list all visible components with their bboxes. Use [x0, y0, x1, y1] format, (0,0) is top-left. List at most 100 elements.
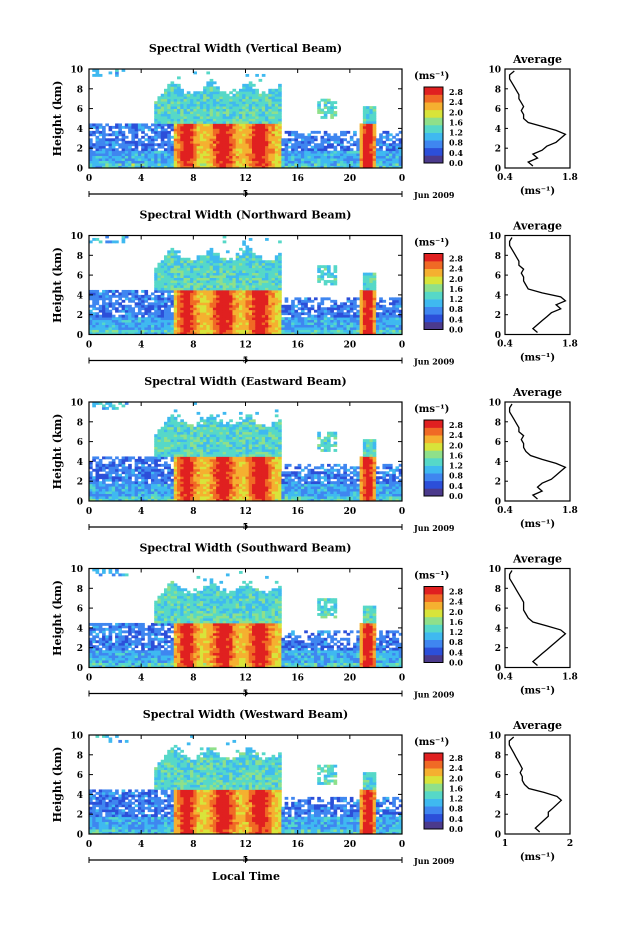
heatmap-cell — [187, 131, 191, 134]
heatmap-cell — [118, 496, 122, 499]
heatmap-cell — [190, 116, 194, 119]
heatmap-cell — [246, 89, 250, 92]
heatmap-cell — [122, 459, 126, 462]
heatmap-cell — [249, 163, 253, 166]
heatmap-cell — [239, 275, 243, 278]
heatmap-cell — [232, 307, 236, 310]
heatmap-cell — [148, 496, 152, 499]
heatmap-cell — [102, 146, 106, 149]
heatmap-cell — [213, 297, 217, 300]
heatmap-cell — [376, 163, 380, 166]
heatmap-cell — [373, 330, 377, 333]
heatmap-cell — [223, 285, 227, 288]
heatmap-cell — [379, 307, 383, 310]
heatmap-cell — [232, 300, 236, 303]
heatmap-cell — [99, 143, 103, 146]
heatmap-cell — [262, 121, 266, 124]
heatmap-cell — [337, 161, 341, 164]
heatmap-cell — [161, 131, 165, 134]
heatmap-cell — [144, 156, 148, 159]
heatmap-cell — [122, 158, 126, 161]
heatmap-cell — [154, 273, 158, 276]
heatmap-cell — [190, 131, 194, 134]
heatmap-cell — [161, 94, 165, 97]
heatmap-cell — [197, 158, 201, 161]
heatmap-cell — [180, 442, 184, 445]
heatmap-cell — [203, 310, 207, 313]
heatmap-cell — [177, 278, 181, 281]
heatmap-cell — [174, 268, 178, 271]
heatmap-cell — [203, 158, 207, 161]
heatmap-cell — [200, 292, 204, 295]
heatmap-cell — [314, 317, 318, 320]
heatmap-cell — [236, 315, 240, 318]
heatmap-cell — [272, 315, 276, 318]
heatmap-cell — [154, 275, 158, 278]
heatmap-cell — [187, 133, 191, 136]
heatmap-cell — [311, 317, 315, 320]
heatmap-cell — [213, 111, 217, 114]
heatmap-cell — [219, 114, 223, 117]
heatmap-cell — [232, 133, 236, 136]
heatmap-cell — [164, 310, 168, 313]
heatmap-cell — [301, 133, 305, 136]
heatmap-cell — [193, 99, 197, 102]
heatmap-cell — [187, 292, 191, 295]
heatmap-cell — [102, 131, 106, 134]
heatmap-cell — [272, 283, 276, 286]
heatmap-cell — [206, 161, 210, 164]
heatmap-cell — [246, 74, 250, 77]
heatmap-cell — [118, 138, 122, 141]
heatmap-cell — [268, 265, 272, 268]
heatmap-cell — [210, 307, 214, 310]
heatmap-cell — [144, 163, 148, 166]
heatmap-cell — [157, 322, 161, 325]
heatmap-cell — [171, 146, 175, 149]
heatmap-cell — [213, 153, 217, 156]
heatmap-cell — [255, 283, 259, 286]
heatmap-cell — [268, 290, 272, 293]
heatmap-cell — [187, 123, 191, 126]
heatmap-cell — [109, 484, 113, 487]
heatmap-cell — [382, 136, 386, 139]
heatmap-cell — [171, 484, 175, 487]
heatmap-cell — [386, 310, 390, 313]
heatmap-cell — [275, 287, 279, 290]
heatmap-cell — [105, 161, 109, 164]
heatmap-cell — [164, 461, 168, 464]
heatmap-cell — [190, 260, 194, 263]
heatmap-cell — [330, 163, 334, 166]
heatmap-cell — [148, 158, 152, 161]
heatmap-cell — [135, 143, 139, 146]
heatmap-cell — [259, 275, 263, 278]
heatmap-cell — [174, 330, 178, 333]
heatmap-cell — [249, 307, 253, 310]
heatmap-cell — [356, 151, 360, 154]
heatmap-cell — [164, 111, 168, 114]
heatmap-cell — [330, 310, 334, 313]
heatmap-cell — [174, 327, 178, 330]
heatmap-cell — [226, 327, 230, 330]
heatmap-cell — [200, 285, 204, 288]
heatmap-cell — [249, 258, 253, 261]
heatmap-cell — [92, 302, 96, 305]
heatmap-cell — [226, 96, 230, 99]
heatmap-cell — [177, 315, 181, 318]
heatmap-cell — [272, 265, 276, 268]
heatmap-cell — [122, 148, 126, 151]
x-tick-label: 16 — [291, 341, 304, 351]
heatmap-cell — [125, 148, 129, 151]
heatmap-cell — [262, 91, 266, 94]
heatmap-cell — [265, 158, 269, 161]
heatmap-cell — [223, 119, 227, 122]
heatmap-cell — [242, 315, 246, 318]
heatmap-cell — [174, 474, 178, 477]
heatmap-cell — [144, 489, 148, 492]
heatmap-cell — [226, 158, 230, 161]
heatmap-cell — [115, 141, 119, 144]
heatmap-cell — [197, 99, 201, 102]
heatmap-cell — [259, 278, 263, 281]
heatmap-cell — [246, 280, 250, 283]
heatmap-cell — [213, 148, 217, 151]
heatmap-cell — [122, 484, 126, 487]
